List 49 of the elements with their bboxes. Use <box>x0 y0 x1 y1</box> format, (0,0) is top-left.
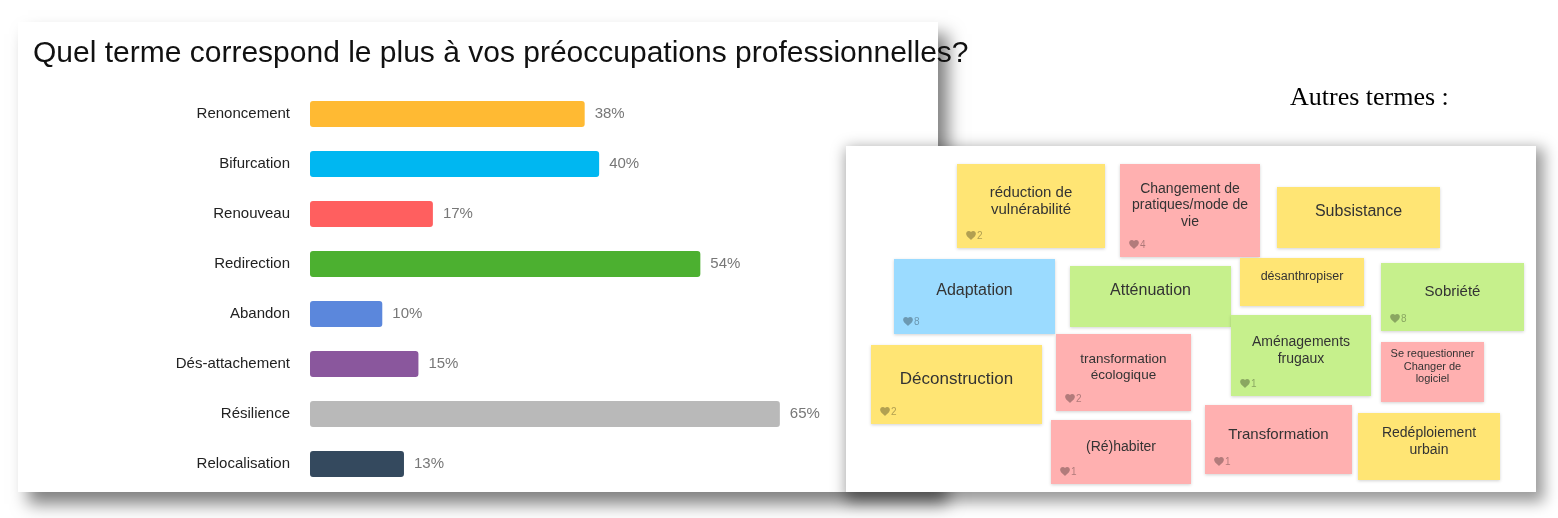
category-label: Déconstruction <box>899 368 1014 389</box>
category-label: Adaptation <box>936 281 1013 300</box>
category-label: (Ré)habiter <box>1085 437 1157 455</box>
data-label: 38% <box>594 104 625 122</box>
data-label: 1 <box>1251 378 1257 389</box>
category-label: Redéploiement urbain <box>1380 424 1478 457</box>
data-label: 2 <box>1076 393 1082 404</box>
y-tick-label: Renouveau <box>213 204 290 222</box>
category-label: Sobriété <box>1424 282 1481 300</box>
bar <box>310 151 600 177</box>
category-label: réduction de vulnérabilité <box>988 182 1074 218</box>
data-label: 40% <box>609 154 640 172</box>
bar <box>310 251 701 277</box>
y-tick-label: Dés-attachement <box>175 354 291 372</box>
bar <box>310 351 419 377</box>
category-label: Se requestionner Changer de logiciel <box>1389 347 1476 385</box>
y-tick-label: Bifurcation <box>219 154 290 172</box>
category-label: Transformation <box>1228 424 1329 443</box>
data-label: 1 <box>1225 456 1231 467</box>
category-label: Subsistance <box>1314 202 1403 221</box>
bar <box>310 201 433 227</box>
chart-title: Quel terme correspond le plus à vos préoccupations professionnelles? <box>33 34 969 70</box>
data-label: 4 <box>1140 239 1146 250</box>
data-label: 10% <box>392 304 423 322</box>
y-tick-label: Redirection <box>214 254 290 272</box>
bar <box>310 101 585 127</box>
bar <box>310 451 404 477</box>
data-label: 8 <box>1401 313 1407 324</box>
data-label: 8 <box>914 316 920 327</box>
y-tick-label: Abandon <box>229 304 290 322</box>
text: Autres termes : <box>1290 82 1449 112</box>
data-label: 54% <box>710 254 741 272</box>
data-label: 65% <box>789 404 820 422</box>
data-label: 17% <box>442 204 473 222</box>
data-label: 1 <box>1071 466 1077 477</box>
y-tick-label: Relocalisation <box>196 454 290 472</box>
data-label: 2 <box>977 230 983 241</box>
category-label: transformation écologique <box>1079 350 1168 383</box>
category-label: désanthropiser <box>1260 268 1344 284</box>
data-label: 15% <box>428 354 459 372</box>
bar <box>310 301 383 327</box>
data-label: 13% <box>413 454 444 472</box>
data-label: 2 <box>891 406 897 417</box>
category-label: Atténuation <box>1110 281 1191 300</box>
category-label: Aménagements frugaux <box>1250 333 1352 366</box>
bar <box>310 401 780 427</box>
category-label: Changement de pratiques/mode de vie <box>1131 180 1249 229</box>
y-tick-label: Renoncement <box>196 104 291 122</box>
y-tick-label: Résilience <box>220 404 290 422</box>
